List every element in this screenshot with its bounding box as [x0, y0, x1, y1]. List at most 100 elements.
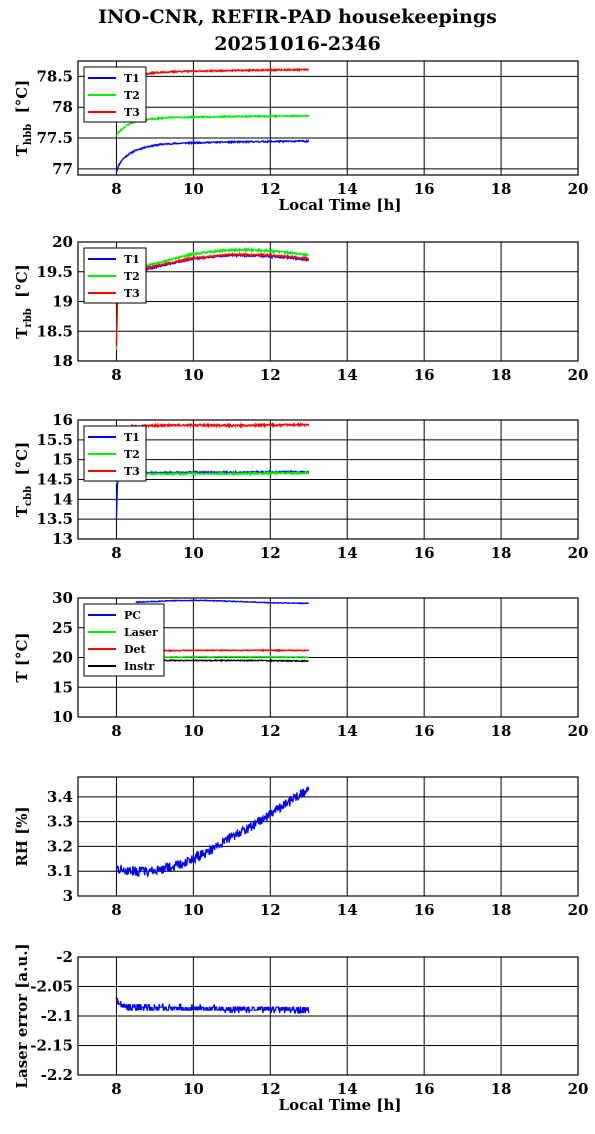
legend-label-det: Det: [124, 643, 147, 656]
legend-label-t3: T3: [124, 287, 140, 300]
y-axis-label-main: T [°C]: [13, 632, 31, 682]
y-tick-label: 18: [52, 352, 73, 370]
y-axis-label-sub: rbb: [23, 308, 34, 327]
x-tick-label: 16: [414, 366, 435, 384]
legend-label-t2: T2: [124, 270, 140, 283]
x-tick-label: 14: [337, 180, 358, 198]
y-tick-label: 3.2: [47, 837, 73, 855]
y-tick-label: 16: [52, 411, 73, 429]
y-tick-label: 15: [52, 451, 73, 469]
x-tick-label: 12: [260, 901, 281, 919]
series-line-t1: [115, 138, 310, 173]
legend: PC Laser Det Instr: [83, 603, 165, 677]
y-tick-label: 20: [52, 233, 73, 251]
y-tick-label: -2.1: [41, 1007, 73, 1025]
legend-label-t1: T1: [124, 72, 140, 85]
x-tick-label: 14: [337, 1080, 358, 1098]
x-tick-label: 16: [414, 1080, 435, 1098]
y-axis-label: Tcbb [°C]: [13, 442, 34, 517]
x-tick-label: 20: [568, 180, 589, 198]
series-line-laser: [135, 655, 309, 659]
x-tick-label: 18: [491, 544, 512, 562]
y-axis-label-main: RH [%]: [13, 806, 31, 866]
x-tick-label: 20: [568, 544, 589, 562]
y-axis-label: RH [%]: [13, 806, 31, 866]
x-tick-label: 10: [183, 722, 204, 740]
x-tick-label: 8: [111, 901, 121, 919]
x-tick-label: 18: [491, 1080, 512, 1098]
chart-panel-rh: 8 10 12 14 16 18 20 3 3.1 3.2 3.3 3.4 RH [%]: [13, 776, 588, 919]
x-tick-label: 12: [260, 544, 281, 562]
x-tick-label: 10: [183, 366, 204, 384]
legend-label-t1: T1: [124, 253, 140, 266]
x-tick-label: 18: [491, 722, 512, 740]
y-tick-label: 78.5: [36, 67, 73, 85]
y-axis-label: Thbb [°C]: [13, 80, 34, 157]
y-tick-label: 13.5: [36, 510, 73, 528]
legend-label-t1: T1: [124, 431, 140, 444]
chart-title-line1: INO-CNR, REFIR-PAD housekeepings: [98, 6, 497, 28]
series-line-det: [135, 648, 310, 653]
legend-label-t2: T2: [124, 448, 140, 461]
x-axis-label: Local Time [h]: [279, 196, 402, 214]
y-axis-label: Laser error [a.u.]: [13, 943, 31, 1088]
y-axis-label: Trbb [°C]: [13, 264, 34, 339]
x-tick-label: 16: [414, 901, 435, 919]
y-axis-label-main: T: [13, 505, 31, 517]
y-tick-label: 3.3: [47, 813, 73, 831]
x-tick-label: 8: [111, 544, 121, 562]
y-tick-label: 77: [52, 160, 73, 178]
x-tick-label: 10: [183, 901, 204, 919]
x-axis-label: Local Time [h]: [279, 1096, 402, 1114]
plot-frame: [77, 956, 579, 1076]
legend-label-t3: T3: [124, 465, 140, 478]
x-tick-label: 8: [111, 366, 121, 384]
chart-title-line2: 20251016-2346: [214, 33, 381, 55]
y-tick-label: 20: [52, 649, 73, 667]
x-tick-label: 10: [183, 544, 204, 562]
y-tick-label: 30: [52, 589, 73, 607]
legend-label-pc: PC: [124, 609, 141, 622]
x-tick-label: 8: [111, 1080, 121, 1098]
y-tick-label: -2.15: [30, 1037, 73, 1055]
y-tick-label: 19.5: [36, 263, 73, 281]
series-line-t2: [115, 113, 310, 136]
series-line-t2: [115, 246, 309, 350]
y-tick-label: 77.5: [36, 129, 73, 147]
x-tick-label: 16: [414, 722, 435, 740]
x-tick-label: 12: [260, 366, 281, 384]
y-tick-label: 78: [52, 98, 73, 116]
y-axis-label-unit: [°C]: [13, 80, 31, 124]
legend: T1 T2 T3: [83, 66, 147, 123]
series-line-data: [115, 786, 310, 879]
series-line-t3: [139, 67, 310, 77]
series-line-t1: [115, 469, 310, 520]
y-axis-label: T [°C]: [13, 632, 31, 682]
x-tick-label: 14: [337, 901, 358, 919]
legend-label-instr: Instr: [124, 660, 154, 673]
plot-frame: [77, 776, 579, 897]
x-tick-label: 10: [183, 1080, 204, 1098]
legend: T1 T2 T3: [83, 247, 147, 304]
y-tick-label: 3: [63, 887, 73, 905]
plot-frame: [77, 597, 579, 718]
y-tick-label: 25: [52, 619, 73, 637]
x-tick-label: 18: [491, 366, 512, 384]
plot-frame: [77, 241, 579, 362]
y-tick-label: 13: [52, 530, 73, 548]
x-tick-label: 20: [568, 722, 589, 740]
x-tick-label: 14: [337, 722, 358, 740]
legend-label-t2: T2: [124, 89, 140, 102]
x-tick-label: 20: [568, 1080, 589, 1098]
y-tick-label: 3.4: [47, 788, 73, 806]
y-tick-label: 19: [52, 293, 73, 311]
y-tick-label: 3.1: [47, 862, 73, 880]
x-tick-label: 20: [568, 366, 589, 384]
plot-frame: [77, 419, 579, 540]
legend-label-t3: T3: [124, 106, 140, 119]
y-tick-label: 15.5: [36, 431, 73, 449]
y-tick-label: 18.5: [36, 322, 73, 340]
x-tick-label: 10: [183, 180, 204, 198]
